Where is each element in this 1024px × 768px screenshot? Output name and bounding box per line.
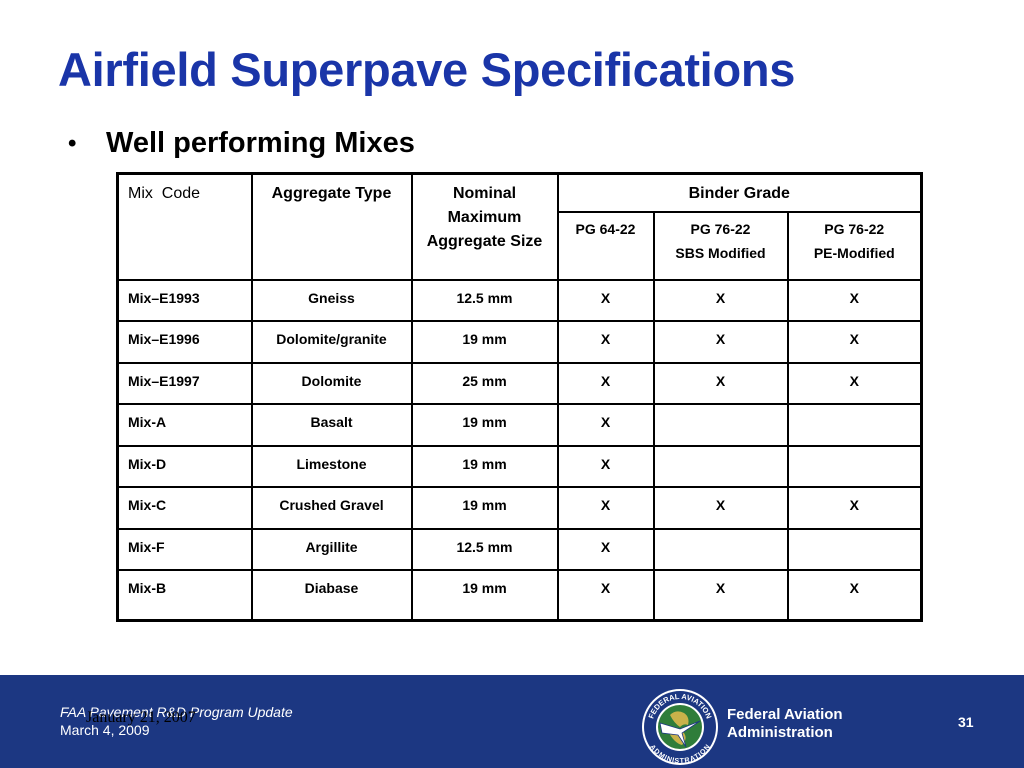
slide-title: Airfield Superpave Specifications — [58, 43, 796, 96]
cell-sbs-modified: X — [652, 278, 789, 322]
table-row: Mix-A Basalt 19 mm X — [116, 403, 923, 447]
cell-mix-code: Mix–E1997 — [116, 361, 253, 405]
cell-mix-code: Mix-D — [116, 444, 253, 488]
header-binder-sub-line2: SBS Modified — [675, 244, 766, 261]
table-row: Mix–E1997 Dolomite 25 mm X X X — [116, 361, 923, 405]
spec-table: Mix Code Aggregate Type Nominal Maximum … — [116, 172, 924, 622]
cell-pg6422: X — [556, 486, 655, 530]
table-row: Mix-B Diabase 19 mm X X X — [116, 569, 923, 621]
cell-mix-code: Mix-C — [116, 486, 253, 530]
header-binder-grade: Binder Grade — [556, 172, 923, 213]
agency-name: Federal Aviation Administration — [727, 706, 843, 742]
header-binder-sub: PG 76-22 SBS Modified — [652, 210, 789, 281]
cell-pg6422: X — [556, 278, 655, 322]
cell-size: 19 mm — [410, 403, 559, 447]
header-mix-code: Mix Code — [116, 172, 253, 281]
cell-aggregate: Basalt — [250, 403, 413, 447]
header-nominal-size: Nominal Maximum Aggregate Size — [410, 172, 559, 281]
cell-pe-modified: X — [786, 320, 923, 364]
cell-aggregate: Crushed Gravel — [250, 486, 413, 530]
cell-pe-modified: X — [786, 361, 923, 405]
cell-size: 25 mm — [410, 361, 559, 405]
cell-size: 19 mm — [410, 444, 559, 488]
bullet-text: Well performing Mixes — [106, 127, 415, 159]
bullet-item: • Well performing Mixes — [68, 127, 415, 160]
header-binder-sub-line1: PG 64-22 — [575, 220, 636, 237]
header-binder-sub-line1: PG 76-22 — [690, 220, 751, 237]
cell-sbs-modified: X — [652, 320, 789, 364]
cell-mix-code: Mix-A — [116, 403, 253, 447]
cell-size: 19 mm — [410, 320, 559, 364]
cell-aggregate: Argillite — [250, 527, 413, 571]
cell-mix-code: Mix-B — [116, 569, 253, 621]
cell-mix-code: Mix–E1996 — [116, 320, 253, 364]
cell-pe-modified: X — [786, 278, 923, 322]
table-row: Mix–E1993 Gneiss 12.5 mm X X X — [116, 278, 923, 322]
cell-sbs-modified: X — [652, 486, 789, 530]
cell-mix-code: Mix–E1993 — [116, 278, 253, 322]
footer-overlay-date: January 21, 2007 — [86, 709, 196, 726]
table-row: Mix–E1996 Dolomite/granite 19 mm X X X — [116, 320, 923, 364]
cell-aggregate: Gneiss — [250, 278, 413, 322]
table-row: Mix-C Crushed Gravel 19 mm X X X — [116, 486, 923, 530]
cell-pe-modified: X — [786, 486, 923, 530]
cell-aggregate: Dolomite/granite — [250, 320, 413, 364]
cell-pe-modified — [786, 403, 923, 447]
cell-pe-modified — [786, 444, 923, 488]
faa-seal-icon: FEDERAL AVIATION ADMINISTRATION — [642, 689, 718, 765]
cell-aggregate: Limestone — [250, 444, 413, 488]
header-binder-sub-line2: PE-Modified — [813, 244, 895, 261]
cell-sbs-modified — [652, 444, 789, 488]
footer-program: FAA Pavement R&D Program Update — [60, 704, 293, 720]
cell-mix-code: Mix-F — [116, 527, 253, 571]
cell-sbs-modified: X — [652, 569, 789, 621]
cell-size: 12.5 mm — [410, 278, 559, 322]
bullet-dot: • — [68, 129, 77, 157]
table-row: Mix-D Limestone 19 mm X — [116, 444, 923, 488]
cell-pg6422: X — [556, 444, 655, 488]
cell-aggregate: Dolomite — [250, 361, 413, 405]
footer-bar — [0, 675, 1024, 768]
cell-pg6422: X — [556, 361, 655, 405]
cell-sbs-modified: X — [652, 361, 789, 405]
cell-pg6422: X — [556, 527, 655, 571]
cell-pg6422: X — [556, 569, 655, 621]
cell-size: 19 mm — [410, 569, 559, 621]
cell-pg6422: X — [556, 403, 655, 447]
agency-line2: Administration — [727, 724, 833, 741]
cell-pg6422: X — [556, 320, 655, 364]
cell-aggregate: Diabase — [250, 569, 413, 621]
cell-pe-modified — [786, 527, 923, 571]
header-binder-sub-line1: PG 76-22 — [824, 220, 885, 237]
agency-line1: Federal Aviation — [727, 706, 843, 723]
cell-sbs-modified — [652, 527, 789, 571]
cell-pe-modified: X — [786, 569, 923, 621]
header-binder-sub: PG 64-22 — [556, 210, 655, 281]
header-aggregate-type: Aggregate Type — [250, 172, 413, 281]
page-number: 31 — [958, 714, 974, 730]
header-binder-sub: PG 76-22 PE-Modified — [786, 210, 923, 281]
cell-size: 19 mm — [410, 486, 559, 530]
table-row: Mix-F Argillite 12.5 mm X — [116, 527, 923, 571]
cell-sbs-modified — [652, 403, 789, 447]
footer-date: March 4, 2009 — [60, 722, 150, 738]
cell-size: 12.5 mm — [410, 527, 559, 571]
